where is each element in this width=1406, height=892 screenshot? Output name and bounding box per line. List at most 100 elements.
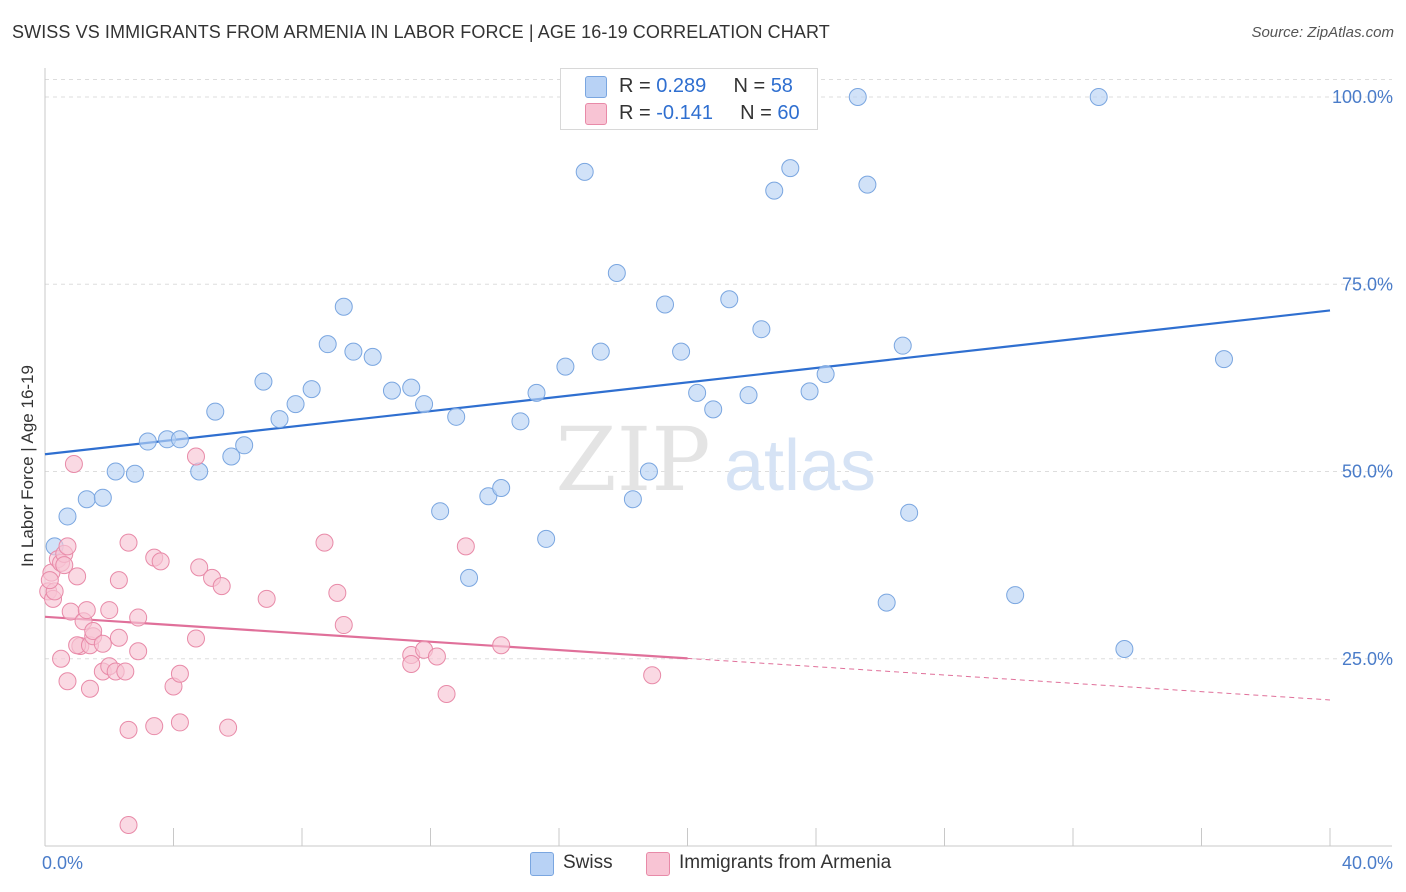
swiss-point <box>270 410 289 429</box>
x-tick-label: 40.0% <box>1342 853 1393 873</box>
legend-swiss-n-label: N = <box>733 75 771 97</box>
swiss-point <box>900 503 919 522</box>
armenia-point <box>437 684 456 703</box>
armenia-point <box>116 662 135 681</box>
swiss-point <box>93 488 112 507</box>
armenia-point <box>212 577 231 596</box>
armenia-point <box>427 647 446 666</box>
armenia-point <box>119 720 138 739</box>
swiss-point <box>656 295 675 314</box>
swiss-point <box>235 436 254 455</box>
swiss-point <box>739 386 758 405</box>
armenia-point <box>456 537 475 556</box>
x-tick-label: 0.0% <box>42 853 83 873</box>
watermark: ZIP atlas <box>555 408 876 511</box>
armenia-point <box>40 571 59 590</box>
series-swatch-armenia <box>646 852 670 876</box>
legend-armenia-r-label: R = <box>619 102 657 124</box>
swiss-point <box>765 181 784 200</box>
armenia-point <box>190 558 209 577</box>
swiss-point <box>77 490 96 509</box>
armenia-point <box>492 636 511 655</box>
data-points <box>39 88 1233 835</box>
swiss-point <box>752 320 771 339</box>
armenia-point <box>129 642 148 661</box>
armenia-point <box>334 616 353 635</box>
legend-armenia-r-value: -0.141 <box>656 102 713 124</box>
armenia-point <box>93 634 112 653</box>
swiss-point <box>222 447 241 466</box>
armenia-point <box>170 664 189 683</box>
swiss-point <box>58 507 77 526</box>
armenia-point <box>151 552 170 571</box>
swiss-point <box>170 430 189 449</box>
swiss-point <box>479 487 498 506</box>
swiss-point <box>254 372 273 391</box>
swiss-point <box>800 382 819 401</box>
armenia-point <box>257 589 276 608</box>
swiss-point <box>363 347 382 366</box>
armenia-point <box>119 816 138 835</box>
swiss-point <box>302 380 321 399</box>
armenia-point <box>58 537 77 556</box>
swiss-point <box>125 464 144 483</box>
armenia-point <box>402 654 421 673</box>
armenia-point <box>55 556 74 575</box>
swiss-point <box>575 162 594 181</box>
armenia-point <box>119 533 138 552</box>
legend-swiss-r-label: R = <box>619 75 657 97</box>
armenia-point <box>315 533 334 552</box>
swiss-point <box>447 407 466 426</box>
swiss-point <box>848 88 867 106</box>
armenia-point <box>109 628 128 647</box>
swiss-point <box>415 395 434 414</box>
correlation-legend: R = 0.289 N = 58 R = -0.141 N = 60 <box>560 68 818 130</box>
armenia-point <box>77 601 96 620</box>
series-label-swiss: Swiss <box>563 852 613 873</box>
swiss-trend-line <box>44 309 1331 456</box>
swiss-point <box>639 462 658 481</box>
legend-armenia-n-value: 60 <box>777 102 800 124</box>
gridlines <box>45 79 1392 660</box>
armenia-point <box>219 718 238 737</box>
swiss-point <box>431 502 450 521</box>
swiss-point <box>190 462 209 481</box>
series-swatch-swiss <box>530 852 554 876</box>
swiss-point <box>460 568 479 587</box>
swiss-point <box>106 462 125 481</box>
armenia-point <box>328 583 347 602</box>
armenia-point <box>109 571 128 590</box>
swiss-point <box>704 400 723 419</box>
legend-armenia-n-label: N = <box>740 102 778 124</box>
armenia-point <box>643 666 662 685</box>
chart-title: SWISS VS IMMIGRANTS FROM ARMENIA IN LABO… <box>12 22 830 42</box>
armenia-point <box>64 455 83 474</box>
legend-swatch-swiss <box>585 76 607 98</box>
legend-swiss-r-value: 0.289 <box>656 75 707 97</box>
swiss-point <box>138 432 157 451</box>
armenia-trend-line-extension <box>687 657 1331 701</box>
y-tick-label: 75.0% <box>1342 274 1393 294</box>
legend-text-swiss: R = 0.289 N = 58 <box>619 75 793 98</box>
armenia-point <box>58 672 77 691</box>
source-label: Source: ZipAtlas.com <box>1251 24 1394 41</box>
swiss-point <box>1214 350 1233 369</box>
legend-text-armenia: R = -0.141 N = 60 <box>619 102 800 125</box>
armenia-point <box>145 717 164 736</box>
swiss-point <box>893 336 912 355</box>
tick-labels: 25.0% 50.0% 75.0% 100.0% 0.0% 40.0% <box>42 87 1393 873</box>
armenia-point <box>170 713 189 732</box>
swiss-point <box>781 159 800 178</box>
swiss-point <box>607 264 626 283</box>
armenia-point <box>186 447 205 466</box>
armenia-point <box>100 601 119 620</box>
y-tick-label: 100.0% <box>1332 87 1393 107</box>
swiss-point <box>344 342 363 361</box>
swiss-point <box>591 342 610 361</box>
armenia-point <box>129 608 148 627</box>
y-tick-label: 25.0% <box>1342 649 1393 669</box>
swiss-point <box>720 290 739 309</box>
legend-swiss-n-value: 58 <box>770 75 793 97</box>
trend-lines <box>44 309 1331 701</box>
